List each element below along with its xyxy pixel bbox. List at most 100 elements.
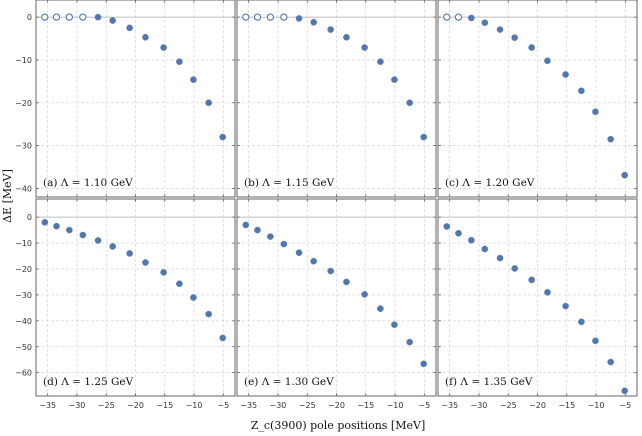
data-point — [621, 171, 629, 179]
data-point-open — [280, 13, 288, 21]
data-point — [361, 44, 368, 51]
y-tick-label: −10 — [15, 239, 32, 248]
data-point — [406, 338, 413, 346]
data-point — [377, 58, 384, 65]
x-tick-label: −5 — [619, 401, 631, 410]
x-tick-label: −20 — [529, 401, 546, 410]
y-tick-label: −30 — [15, 291, 32, 300]
data-point — [511, 34, 518, 41]
data-point-open — [242, 13, 250, 21]
y-tick-label: −10 — [15, 56, 32, 65]
data-point — [126, 250, 133, 257]
data-point-open — [79, 13, 87, 21]
x-tick-label: −35 — [39, 401, 56, 410]
data-point — [528, 276, 535, 284]
data-point — [295, 249, 303, 256]
data-point — [511, 265, 518, 272]
data-point — [109, 243, 116, 250]
chart-panel-e: −35 −30 −25 −20 −15 −10 −5 (e) Λ = 1.30 GeV — [236, 198, 437, 410]
x-tick-label: −15 — [156, 401, 173, 410]
x-tick-label: −20 — [328, 401, 345, 410]
y-tick-label: −30 — [15, 142, 32, 151]
y-tick-label: −60 — [15, 369, 32, 378]
x-tick-label: −5 — [217, 401, 229, 410]
y-tick-label: −20 — [15, 265, 32, 274]
x-tick-label: −25 — [299, 401, 316, 410]
data-point — [496, 254, 504, 262]
data-point — [205, 310, 212, 318]
data-point — [242, 221, 250, 229]
y-tick-label: 0 — [27, 213, 32, 222]
data-point — [592, 337, 599, 345]
data-point — [562, 302, 569, 310]
data-point — [310, 257, 317, 265]
y-tick-label: −40 — [15, 317, 32, 326]
data-point-open — [443, 13, 451, 21]
data-point — [391, 321, 398, 329]
y-axis-title: ΔE [MeV] — [1, 169, 14, 223]
data-point — [496, 26, 504, 33]
data-point-open — [65, 13, 74, 21]
data-point — [455, 229, 462, 237]
data-point — [443, 223, 451, 230]
data-point — [361, 291, 368, 298]
y-tick-label: −50 — [15, 343, 32, 352]
x-tick-label: −35 — [441, 401, 458, 410]
data-point — [343, 278, 350, 286]
panel-label: (e) Λ = 1.30 GeV — [244, 376, 334, 388]
x-tick-label: −20 — [127, 401, 144, 410]
x-tick-label: −15 — [357, 401, 374, 410]
data-point — [578, 318, 585, 326]
data-point — [219, 334, 227, 342]
data-point — [406, 99, 413, 107]
data-point — [142, 33, 149, 41]
data-point — [420, 133, 428, 141]
x-tick-label: −15 — [558, 401, 575, 410]
x-tick-label: −25 — [500, 401, 517, 410]
x-tick-label: −30 — [471, 401, 488, 410]
panel-label: (d) Λ = 1.25 GeV — [43, 376, 134, 388]
data-point — [468, 236, 475, 244]
data-point — [592, 108, 599, 116]
data-point — [176, 58, 183, 65]
data-point — [481, 19, 489, 26]
x-tick-label: −10 — [186, 401, 203, 410]
data-point — [94, 13, 102, 21]
data-point — [621, 387, 629, 395]
data-point — [295, 15, 303, 22]
data-point — [142, 259, 149, 266]
chart-panel-a: 0 −10 −20 −30 −40 (a) Λ = 1.10 GeV — [15, 0, 236, 198]
x-tick-label: −30 — [270, 401, 287, 410]
x-tick-label: −10 — [588, 401, 605, 410]
data-point-open — [253, 13, 262, 21]
y-tick-label: −20 — [15, 99, 32, 108]
panels: 0 −10 −20 −30 −40 (a) Λ = 1.10 GeV (b) Λ = 1.1… — [15, 0, 638, 410]
y-tick-label: 0 — [27, 13, 32, 22]
data-point — [160, 44, 167, 51]
chart-panel-c: (c) Λ = 1.20 GeV — [437, 0, 638, 198]
data-point-open — [266, 13, 275, 21]
data-point — [267, 233, 274, 240]
data-point — [280, 240, 288, 248]
data-point — [94, 237, 102, 244]
data-point — [160, 269, 167, 276]
panel-label: (f) Λ = 1.35 GeV — [445, 376, 533, 388]
chart-panel-f: −35 −30 −25 −20 −15 −10 −5 (f) Λ = 1.35 GeV — [437, 198, 638, 410]
data-point — [53, 222, 60, 230]
y-tick-label: −40 — [15, 184, 32, 193]
data-point-open — [52, 13, 61, 21]
data-point — [310, 18, 317, 26]
panel-label: (a) Λ = 1.10 GeV — [43, 177, 133, 189]
chart-panel-d: 0 −10 −20 −30 −40 −50 −60 −35 −30 −25 −20 −15 −10 −5 (… — [15, 198, 236, 410]
data-point — [544, 57, 551, 65]
data-point — [481, 245, 489, 253]
data-point — [391, 76, 398, 83]
data-point — [205, 99, 212, 107]
x-tick-label: −25 — [98, 401, 115, 410]
data-point — [190, 294, 197, 301]
data-point — [327, 267, 334, 275]
x-tick-label: −35 — [240, 401, 257, 410]
data-point — [126, 24, 133, 32]
x-axis-title: Z_c(3900) pole positions [MeV] — [251, 419, 425, 432]
data-point — [176, 280, 183, 288]
